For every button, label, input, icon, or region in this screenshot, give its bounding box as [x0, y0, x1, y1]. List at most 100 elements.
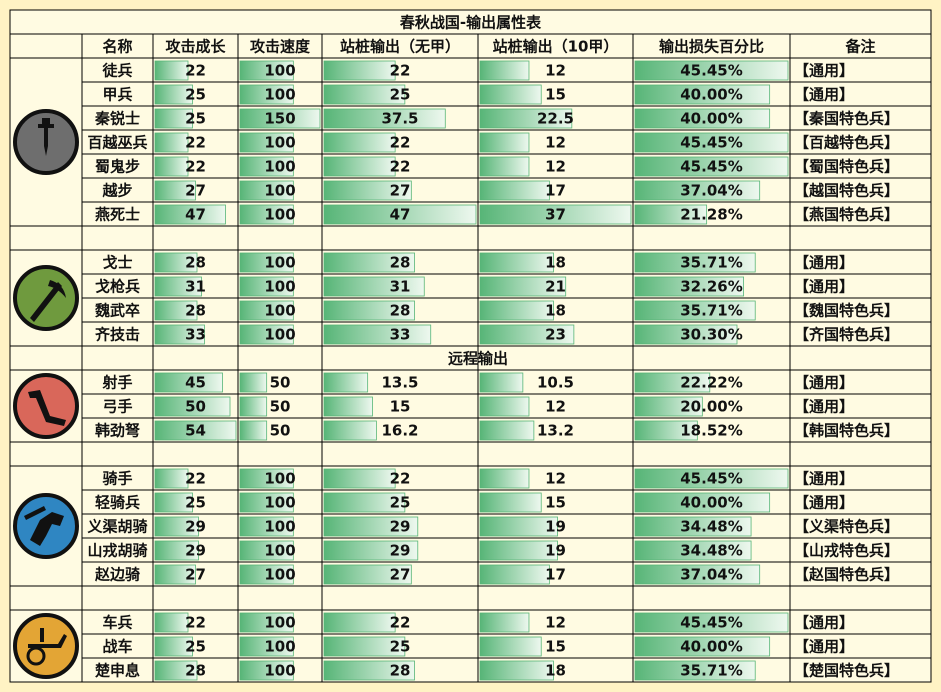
data-bar	[634, 324, 738, 345]
cell-value: 18	[545, 254, 566, 272]
cell-value: 100	[264, 182, 295, 200]
column-header: 攻击成长	[165, 38, 226, 56]
data-bar	[634, 252, 756, 273]
cell-value: 25	[390, 86, 411, 104]
cell-value: 15	[390, 398, 411, 416]
cell-value: 50	[270, 398, 291, 416]
cell-value: 45.45%	[680, 158, 742, 176]
unit-name: 齐技击	[95, 326, 140, 344]
data-bar	[239, 492, 294, 513]
cell-value: 25	[390, 494, 411, 512]
cell-value: 28	[390, 302, 411, 320]
cell-value: 25	[185, 110, 206, 128]
data-bar	[634, 180, 761, 201]
cell-value: 100	[264, 206, 295, 224]
cell-value: 29	[185, 518, 206, 536]
data-bar	[479, 612, 530, 633]
data-bar	[479, 300, 554, 321]
data-bar	[239, 516, 294, 537]
data-bar	[479, 252, 554, 273]
unit-note: 【通用】	[794, 254, 854, 272]
cell-value: 33	[185, 326, 206, 344]
unit-note: 【蜀国特色兵】	[794, 158, 899, 176]
cell-value: 45.45%	[680, 134, 742, 152]
cell-value: 45	[185, 374, 206, 392]
data-bar	[479, 636, 542, 657]
data-bar	[634, 468, 789, 489]
data-bar	[323, 420, 377, 441]
icon-chariot	[13, 613, 79, 679]
data-bar	[323, 108, 446, 129]
unit-name: 射手	[101, 374, 132, 392]
unit-note: 【越国特色兵】	[794, 182, 899, 200]
cell-value: 10.5	[537, 374, 574, 392]
cell-value: 22	[185, 62, 206, 80]
cell-value: 22	[185, 134, 206, 152]
cell-value: 25	[185, 494, 206, 512]
cell-value: 16.2	[381, 422, 418, 440]
unit-name: 韩劲弩	[95, 422, 141, 440]
cell-value: 20.00%	[680, 398, 742, 416]
cell-value: 37.04%	[680, 566, 742, 584]
cell-value: 29	[390, 518, 411, 536]
cell-value: 27	[185, 182, 206, 200]
data-bar	[479, 324, 575, 345]
data-bar	[323, 276, 425, 297]
data-bar	[479, 60, 530, 81]
data-bar	[479, 372, 524, 393]
cell-value: 34.48%	[680, 542, 742, 560]
cell-value: 50	[270, 374, 291, 392]
data-bar	[479, 420, 535, 441]
data-bar	[479, 204, 632, 225]
unit-name: 百越巫兵	[87, 134, 147, 152]
cell-value: 35.71%	[680, 254, 742, 272]
column-header: 名称	[102, 38, 132, 56]
cell-value: 25	[185, 86, 206, 104]
unit-note: 【燕国特色兵】	[794, 206, 899, 224]
cell-value: 12	[545, 398, 566, 416]
data-bar	[634, 492, 771, 513]
data-bar	[154, 492, 193, 513]
unit-name: 山戎胡骑	[87, 542, 147, 560]
data-bar	[634, 564, 761, 585]
unit-name: 燕死士	[95, 206, 140, 224]
unit-note: 【通用】	[794, 278, 854, 296]
data-bar	[323, 516, 419, 537]
column-header: 备注	[844, 38, 875, 56]
cell-value: 40.00%	[680, 86, 742, 104]
cell-value: 45.45%	[680, 614, 742, 632]
data-bar	[154, 156, 189, 177]
cell-value: 100	[264, 542, 295, 560]
cell-value: 40.00%	[680, 638, 742, 656]
data-bar	[323, 156, 396, 177]
data-bar	[239, 564, 294, 585]
data-bar	[323, 324, 432, 345]
cell-value: 21.28%	[680, 206, 742, 224]
cell-value: 18	[545, 662, 566, 680]
data-bar	[154, 300, 198, 321]
unit-note: 【义渠特色兵】	[794, 518, 899, 536]
column-header: 输出损失百分比	[659, 38, 764, 56]
cell-value: 100	[264, 494, 295, 512]
unit-name: 义渠胡骑	[87, 518, 147, 536]
cell-value: 35.71%	[680, 662, 742, 680]
unit-name: 骑手	[102, 470, 132, 488]
data-bar	[323, 468, 396, 489]
cell-value: 22.5	[537, 110, 574, 128]
data-bar	[154, 132, 189, 153]
data-bar	[154, 60, 189, 81]
data-bar	[479, 132, 530, 153]
data-bar	[239, 84, 294, 105]
data-bar	[479, 276, 567, 297]
column-header: 攻击速度	[250, 38, 311, 56]
cell-value: 28	[185, 662, 206, 680]
data-bar	[634, 420, 698, 441]
data-bar	[479, 396, 530, 417]
unit-name: 弓手	[102, 398, 132, 416]
cell-value: 100	[264, 470, 295, 488]
cell-value: 22	[390, 470, 411, 488]
cell-value: 45.45%	[680, 470, 742, 488]
data-bar	[634, 276, 744, 297]
data-bar	[634, 156, 789, 177]
data-bar	[154, 276, 202, 297]
